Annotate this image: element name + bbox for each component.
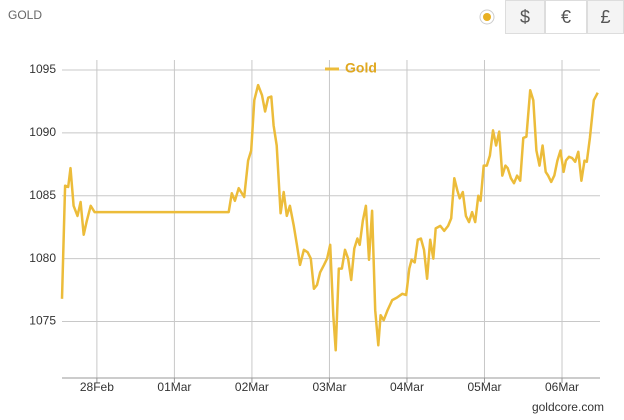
y-tick-label: 1075 — [29, 314, 56, 328]
line — [60, 83, 599, 352]
footer: goldcore.com — [531, 400, 604, 414]
radio-button[interactable] — [472, 0, 502, 34]
currency-button[interactable]: € — [545, 0, 587, 34]
y-tick-label: 1095 — [29, 62, 56, 76]
legend-label: Gold — [345, 60, 377, 76]
x-tick-label: 06Mar — [545, 380, 579, 394]
y-tick-label: 1085 — [29, 188, 56, 202]
x-tick-label: 04Mar — [390, 380, 424, 394]
x-tick-label: 03Mar — [312, 380, 346, 394]
y-tick-label: 1090 — [29, 125, 56, 139]
page-title: GOLD — [8, 8, 43, 22]
radio-icon — [479, 9, 495, 25]
y-tick-label: 1080 — [29, 251, 56, 265]
x-tick-label: 28Feb — [80, 380, 114, 394]
x-tick-label: 05Mar — [467, 380, 501, 394]
x-tick-label: 01Mar — [157, 380, 191, 394]
x-tick-label: 02Mar — [235, 380, 269, 394]
currency-button[interactable]: $ — [505, 0, 545, 34]
currency-button[interactable]: £ — [587, 0, 624, 34]
